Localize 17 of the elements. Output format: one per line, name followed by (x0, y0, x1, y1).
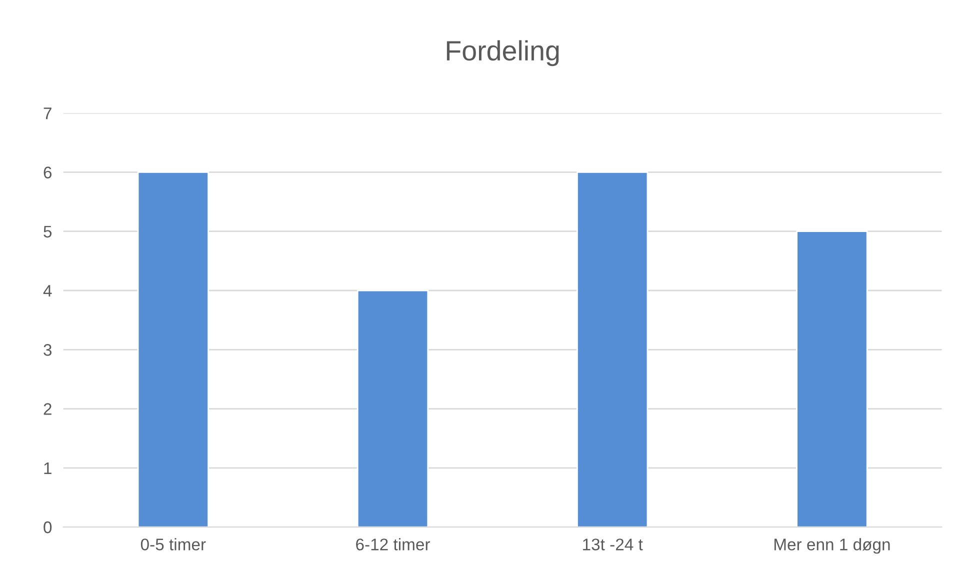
y-tick-label: 2 (44, 403, 52, 415)
y-tick-label: 6 (44, 166, 52, 178)
y-tick-label: 5 (44, 226, 52, 238)
y-tick-label: 3 (44, 344, 52, 356)
x-tick-label: 6-12 timer (356, 538, 430, 550)
x-tick-label: 13t -24 t (583, 538, 643, 550)
bar (356, 290, 429, 528)
x-tick-label: Mer enn 1 døgn (774, 538, 890, 554)
chart-title: Fordeling (446, 40, 559, 66)
y-tick-label: 0 (44, 521, 52, 534)
y-tick-label: 4 (43, 285, 52, 297)
x-tick-label: 0-5 timer (140, 538, 206, 550)
bar (796, 230, 868, 528)
bar (137, 172, 209, 528)
y-tick-label: 7 (44, 108, 52, 120)
y-tick-label: 1 (44, 462, 52, 474)
bar (576, 172, 648, 528)
